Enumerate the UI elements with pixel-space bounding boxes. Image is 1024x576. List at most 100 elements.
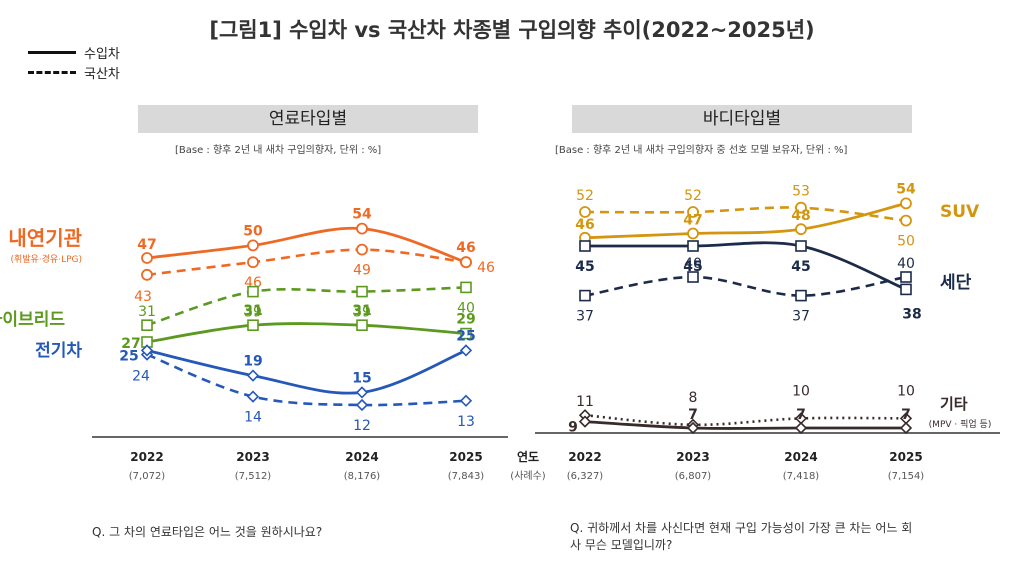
data-label-domestic: 37 <box>792 309 810 325</box>
data-label-domestic: 53 <box>792 184 810 200</box>
x-tick-label: 2023 <box>236 450 269 464</box>
series-line-domestic <box>146 248 467 277</box>
data-label-domestic: 43 <box>134 289 152 305</box>
right-panel-header: 바디타입별 <box>572 105 912 133</box>
data-point-imported <box>140 344 154 357</box>
data-point-domestic <box>356 285 368 298</box>
data-point-domestic <box>579 289 591 302</box>
data-label-domestic: 24 <box>132 369 150 385</box>
data-label-domestic: 39 <box>244 305 262 321</box>
data-point-domestic <box>247 285 259 298</box>
data-point-imported <box>356 319 368 332</box>
x-tick-count: (7,072) <box>129 471 166 482</box>
data-point-imported <box>794 421 808 435</box>
data-label-domestic: 13 <box>457 414 475 430</box>
data-label-domestic: 40 <box>457 300 475 316</box>
data-point-domestic <box>247 256 259 269</box>
data-point-domestic <box>579 206 591 218</box>
data-label-imported: 7 <box>796 407 806 423</box>
data-label-imported: 50 <box>243 223 263 239</box>
series-line-domestic <box>146 286 467 327</box>
data-label-imported: 54 <box>352 207 372 223</box>
data-point-imported <box>899 421 913 435</box>
data-point-domestic <box>141 319 153 332</box>
series-line-imported <box>146 226 467 264</box>
data-label-imported: 48 <box>791 208 810 224</box>
x-tick-count: (7,418) <box>783 471 820 482</box>
series-line-imported <box>146 322 467 344</box>
left-panel-base: [Base : 향후 2년 내 새차 구입의향자, 단위 : %] <box>175 145 382 156</box>
series-name-label: 전기차 <box>35 341 82 361</box>
data-label-imported: 46 <box>456 240 475 256</box>
data-label-imported: 31 <box>352 303 371 319</box>
right-question-line1: Q. 귀하께서 차를 사신다면 현재 구입 가능성이 가장 큰 차는 어느 회 <box>570 521 913 535</box>
data-label-imported: 47 <box>683 213 702 229</box>
x-tick-label: 2022 <box>130 450 163 464</box>
data-point-domestic <box>795 201 807 214</box>
data-label-domestic: 40 <box>684 256 702 272</box>
series-line-imported <box>584 241 907 291</box>
series-line-imported <box>584 420 906 430</box>
left-panel-header: 연료타입별 <box>138 105 478 133</box>
data-label-domestic: 37 <box>576 309 594 325</box>
data-point-imported <box>686 421 700 435</box>
data-label-imported: 27 <box>121 336 140 352</box>
legend-label-imported: 수입차 <box>84 46 120 62</box>
x-tick-label: 2023 <box>676 450 709 464</box>
data-label-domestic: 49 <box>353 263 371 279</box>
series-sub-label: (MPV · 픽업 등) <box>929 419 992 430</box>
data-label-domestic: 52 <box>684 188 702 204</box>
data-label-domestic: 52 <box>576 188 594 204</box>
data-point-imported <box>141 252 153 264</box>
series-sub-label: (휘발유·경유·LPG) <box>10 253 82 265</box>
right-question: Q. 귀하께서 차를 사신다면 현재 구입 가능성이 가장 큰 차는 어느 회 … <box>570 520 912 554</box>
data-label-domestic: 39 <box>353 305 371 321</box>
data-label-imported: 25 <box>119 348 138 364</box>
series-line-imported <box>146 349 467 395</box>
data-point-imported <box>460 256 472 269</box>
series-line-domestic <box>584 413 907 427</box>
data-label-imported: 31 <box>243 303 262 319</box>
data-label-imported: 29 <box>456 312 475 328</box>
legend: 수입차 국산차 <box>28 42 120 82</box>
data-point-domestic <box>141 268 153 281</box>
x-tick-label: 2025 <box>889 450 922 464</box>
data-point-imported <box>795 240 807 252</box>
data-point-domestic <box>355 398 369 412</box>
data-point-imported <box>247 319 259 332</box>
x-tick-label: 2024 <box>345 450 378 464</box>
right-question-line2: 사 무슨 모델입니까? <box>570 538 673 552</box>
data-point-domestic <box>900 214 912 227</box>
data-label-domestic: 46 <box>477 260 495 276</box>
data-point-imported <box>687 227 699 240</box>
legend-item-imported: 수입차 <box>28 42 120 62</box>
data-label-imported: 7 <box>688 407 698 423</box>
data-label-imported: 45 <box>683 259 702 275</box>
data-point-imported <box>579 240 591 252</box>
x-tick-label: 2025 <box>449 450 482 464</box>
data-label-imported: 38 <box>902 306 921 322</box>
data-point-imported <box>460 327 472 340</box>
series-name-label: 세단 <box>940 273 972 293</box>
data-label-imported: 47 <box>137 237 156 253</box>
data-point-domestic <box>460 281 472 294</box>
x-tick-count: (6,807) <box>675 471 712 482</box>
data-label-domestic: 10 <box>897 383 915 399</box>
x-tick-label: 2022 <box>568 450 601 464</box>
x-tick-count: (6,327) <box>567 471 604 482</box>
dashed-line-swatch <box>28 70 76 74</box>
right-panel-base: [Base : 향후 2년 내 새차 구입의향자 중 선호 모델 보유자, 단위… <box>555 145 848 156</box>
data-point-domestic <box>900 271 912 283</box>
data-point-domestic <box>459 394 473 407</box>
series-line-domestic <box>584 206 907 222</box>
data-label-imported: 45 <box>575 259 594 275</box>
legend-item-domestic: 국산차 <box>28 62 120 82</box>
solid-line-swatch <box>28 50 76 54</box>
left-question: Q. 그 차의 연료타입은 어느 것을 원하시나요? <box>92 525 323 539</box>
data-label-domestic: 10 <box>792 383 810 399</box>
data-label-domestic: 50 <box>897 234 915 250</box>
series-name-label: 기타 <box>940 395 968 413</box>
series-line-domestic <box>584 275 907 297</box>
series-name-label: SUV <box>940 202 980 222</box>
